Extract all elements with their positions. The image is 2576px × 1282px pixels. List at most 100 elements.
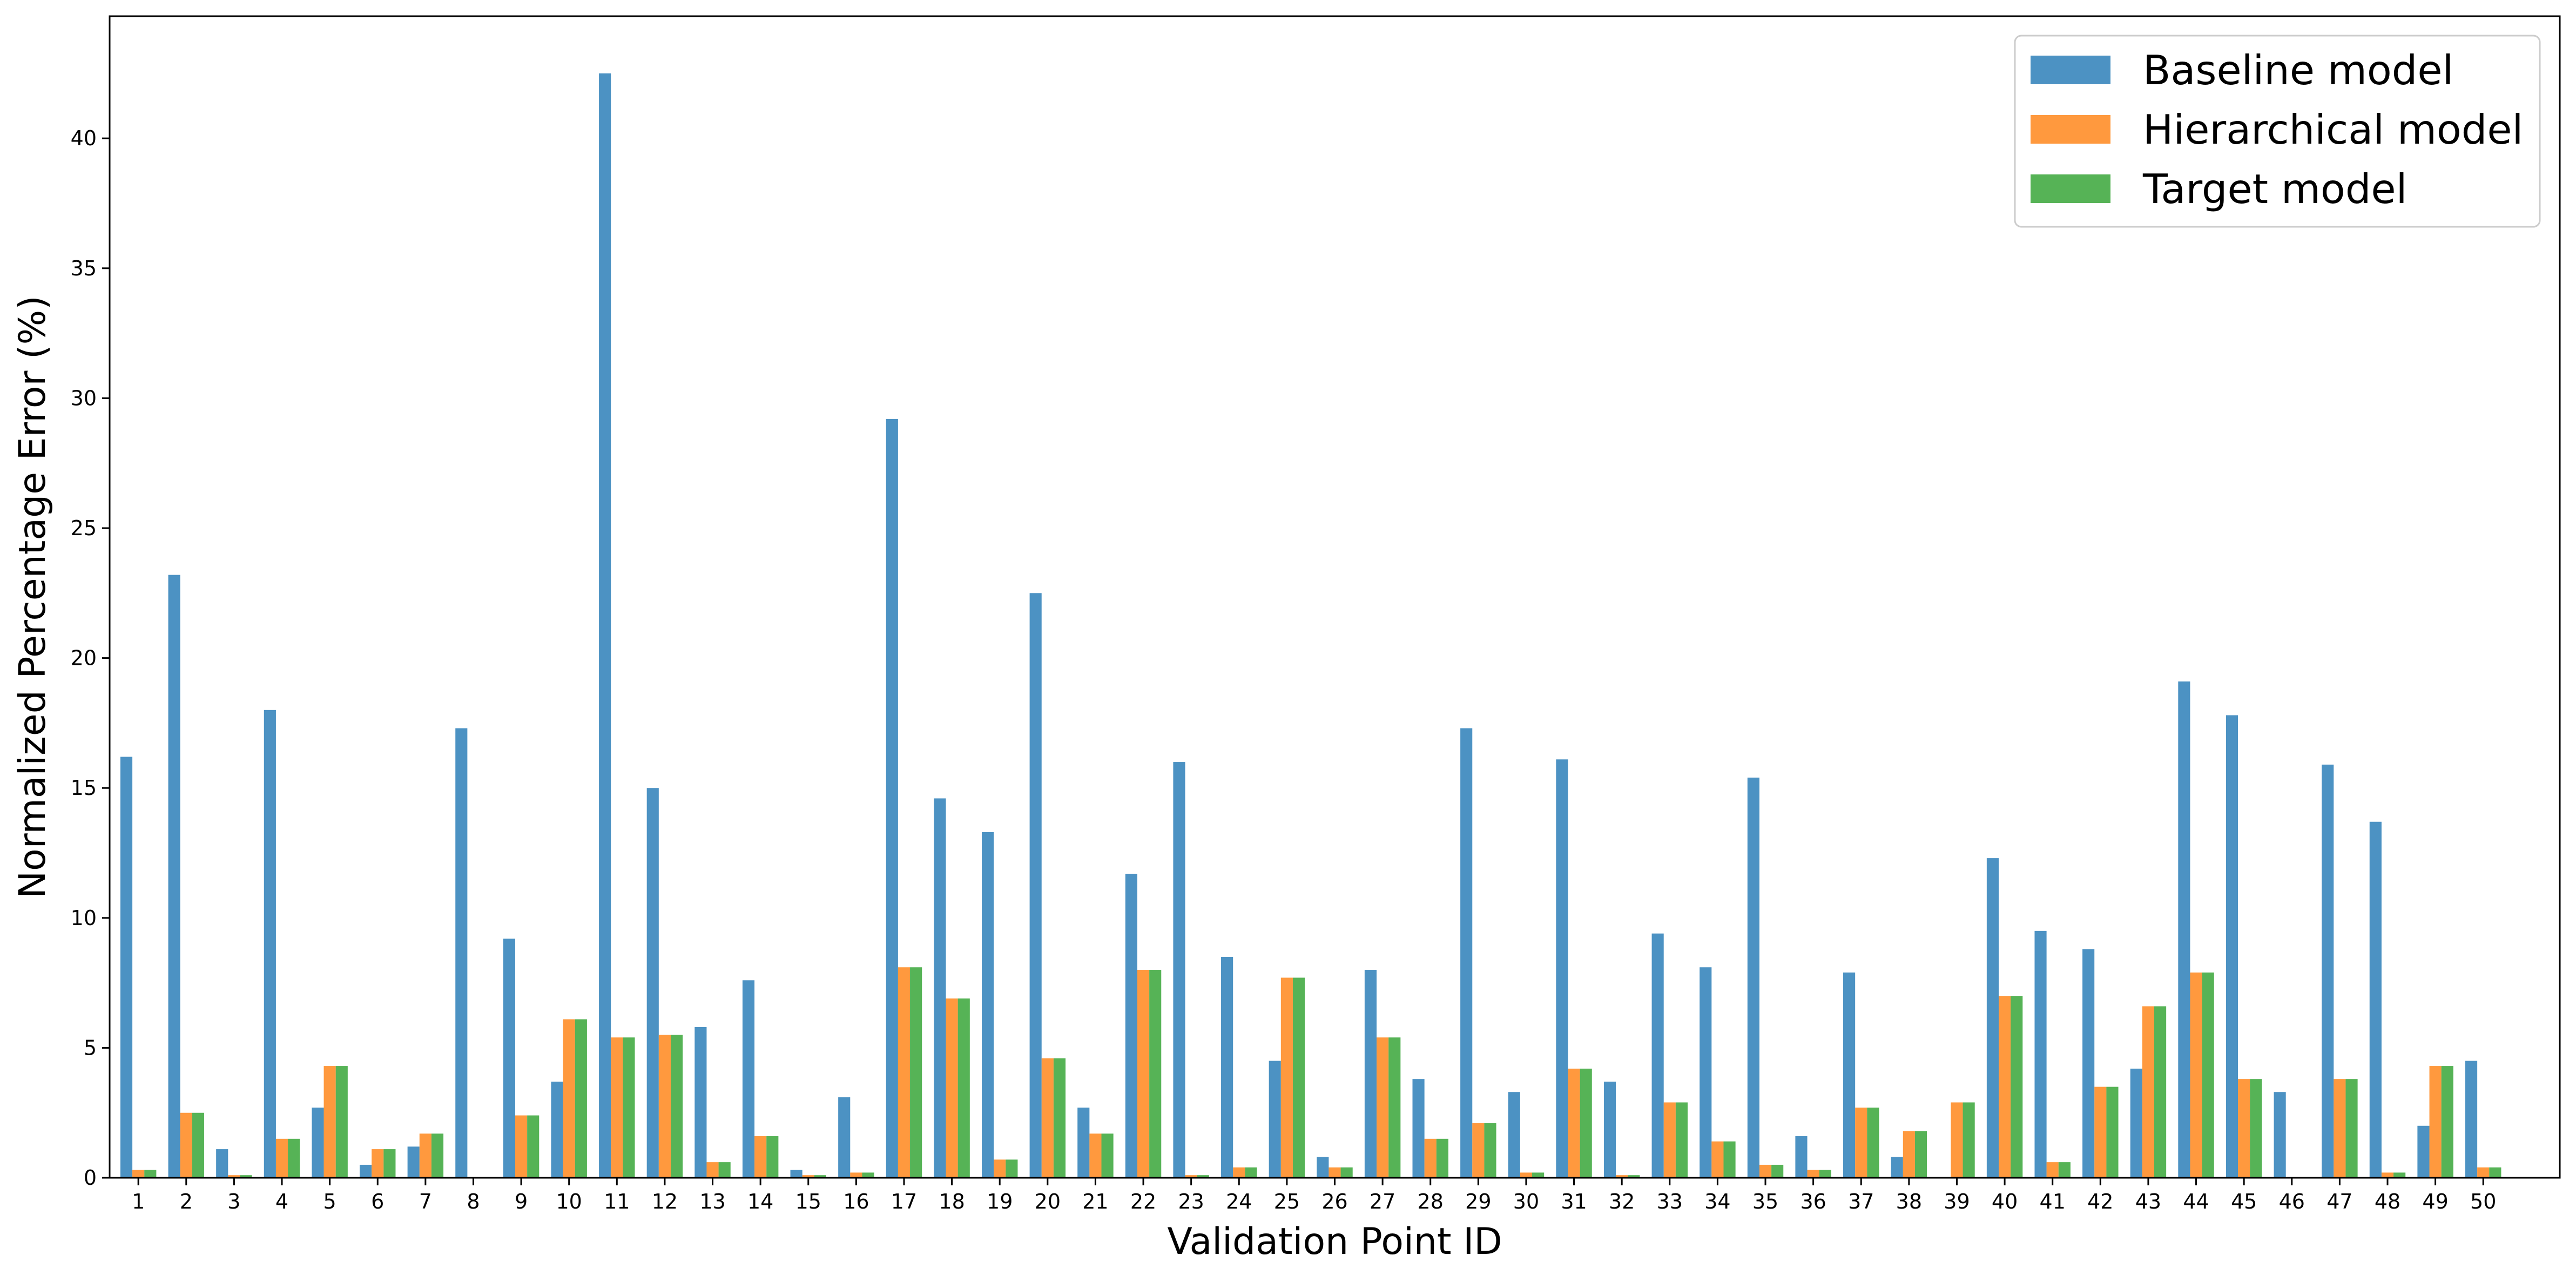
baseline-bar-10: [551, 1081, 563, 1178]
baseline-bar-14: [742, 980, 755, 1178]
target-bar-41: [2058, 1162, 2071, 1178]
x-tick-label: 49: [2422, 1190, 2448, 1213]
hierarchical-bar-6: [372, 1149, 384, 1178]
baseline-bar-42: [2082, 949, 2095, 1178]
hierarchical-bar-36: [1807, 1170, 1819, 1178]
target-bar-26: [1340, 1167, 1353, 1178]
target-bar-43: [2154, 1006, 2167, 1178]
x-tick-label: 16: [843, 1190, 869, 1213]
baseline-bar-20: [1029, 593, 1042, 1178]
hierarchical-bar-47: [2334, 1079, 2346, 1178]
target-bar-6: [383, 1149, 396, 1178]
hierarchical-bar-21: [1089, 1133, 1102, 1178]
target-bar-49: [2441, 1066, 2453, 1178]
baseline-bar-40: [1986, 858, 1999, 1178]
target-bar-17: [910, 967, 922, 1178]
baseline-bar-8: [455, 728, 468, 1178]
baseline-bar-46: [2274, 1092, 2286, 1178]
hierarchical-bar-11: [611, 1037, 623, 1178]
legend-box: [2014, 35, 2541, 228]
x-tick-label: 4: [275, 1190, 288, 1213]
target-bar-19: [1006, 1159, 1018, 1178]
hierarchical-bar-18: [946, 998, 958, 1178]
x-tick-label: 37: [1848, 1190, 1874, 1213]
baseline-bar-35: [1747, 777, 1759, 1178]
hierarchical-bar-12: [658, 1035, 671, 1178]
x-tick-label: 42: [2087, 1190, 2113, 1213]
hierarchical-bar-15: [802, 1175, 814, 1178]
baseline-bar-27: [1364, 970, 1377, 1178]
target-bar-28: [1436, 1138, 1448, 1178]
target-bar-33: [1675, 1102, 1688, 1178]
baseline-bar-30: [1508, 1092, 1520, 1178]
baseline-bar-19: [981, 832, 994, 1178]
target-bar-14: [766, 1136, 779, 1178]
x-tick-label: 7: [419, 1190, 432, 1213]
target-bar-40: [2011, 996, 2023, 1178]
hierarchical-bar-3: [228, 1175, 240, 1178]
baseline-bar-16: [838, 1097, 851, 1178]
hierarchical-bar-50: [2477, 1167, 2490, 1178]
target-bar-4: [288, 1138, 300, 1178]
target-bar-9: [527, 1115, 540, 1178]
baseline-bar-44: [2178, 681, 2190, 1178]
target-bar-42: [2106, 1087, 2119, 1178]
x-tick-label: 28: [1418, 1190, 1444, 1213]
baseline-bar-24: [1221, 956, 1233, 1178]
y-tick-label: 0: [84, 1166, 97, 1190]
hierarchical-bar-44: [2190, 972, 2202, 1178]
x-tick-label: 35: [1752, 1190, 1778, 1213]
x-tick-label: 18: [939, 1190, 965, 1213]
baseline-bar-45: [2226, 715, 2238, 1178]
target-bar-2: [192, 1112, 205, 1178]
target-bar-24: [1245, 1167, 1257, 1178]
target-bar-30: [1532, 1172, 1545, 1178]
target-bar-22: [1149, 970, 1162, 1178]
x-tick-label: 6: [371, 1190, 384, 1213]
x-tick-label: 5: [323, 1190, 336, 1213]
y-axis-label: Normalized Percentage Error (%): [11, 295, 54, 898]
target-bar-25: [1292, 977, 1305, 1178]
x-axis: 1 2 3 4 5 6 7 8 9 10 11 12 13 14 15 16 17 18 19 20 21 22 23 24 2…: [132, 1178, 2496, 1213]
hierarchical-bar-2: [180, 1112, 192, 1178]
x-tick-label: 45: [2231, 1190, 2257, 1213]
y-tick-label: 10: [71, 906, 97, 930]
baseline-legend-label: Baseline model: [2143, 46, 2453, 94]
baseline-bar-5: [312, 1108, 324, 1178]
x-tick-label: 34: [1704, 1190, 1730, 1213]
legend: Baseline model Hierarchical model Target m…: [2014, 35, 2541, 228]
target-bar-31: [1580, 1068, 1592, 1178]
x-tick-label: 38: [1896, 1190, 1922, 1213]
target-bar-10: [575, 1019, 587, 1178]
x-tick-label: 15: [795, 1190, 821, 1213]
baseline-bar-3: [216, 1149, 228, 1178]
baseline-legend-swatch: [2031, 56, 2110, 84]
hierarchical-bar-34: [1711, 1141, 1724, 1178]
hierarchical-bar-40: [1999, 996, 2011, 1178]
x-tick-label: 27: [1370, 1190, 1395, 1213]
bars-layer: [120, 73, 2501, 1178]
hierarchical-bar-33: [1663, 1102, 1676, 1178]
baseline-bar-15: [790, 1170, 803, 1178]
target-bar-35: [1771, 1164, 1784, 1178]
x-tick-label: 46: [2279, 1190, 2305, 1213]
hierarchical-legend-label: Hierarchical model: [2143, 106, 2523, 153]
hierarchical-bar-5: [323, 1066, 336, 1178]
plot-frame: [109, 15, 2561, 1179]
baseline-bar-6: [360, 1164, 372, 1178]
baseline-bar-1: [120, 757, 133, 1178]
hierarchical-bar-30: [1520, 1172, 1533, 1178]
x-tick-label: 8: [467, 1190, 480, 1213]
target-bar-47: [2345, 1079, 2358, 1178]
hierarchical-bar-28: [1424, 1138, 1437, 1178]
x-tick-label: 19: [987, 1190, 1013, 1213]
baseline-bar-38: [1891, 1157, 1903, 1178]
x-tick-label: 17: [891, 1190, 917, 1213]
target-legend-label: Target model: [2142, 165, 2407, 213]
hierarchical-bar-31: [1568, 1068, 1580, 1178]
baseline-bar-34: [1700, 967, 1712, 1178]
hierarchical-bar-26: [1329, 1167, 1341, 1178]
target-legend-swatch: [2031, 174, 2110, 203]
hierarchical-bar-16: [850, 1172, 862, 1178]
baseline-bar-13: [694, 1027, 707, 1178]
